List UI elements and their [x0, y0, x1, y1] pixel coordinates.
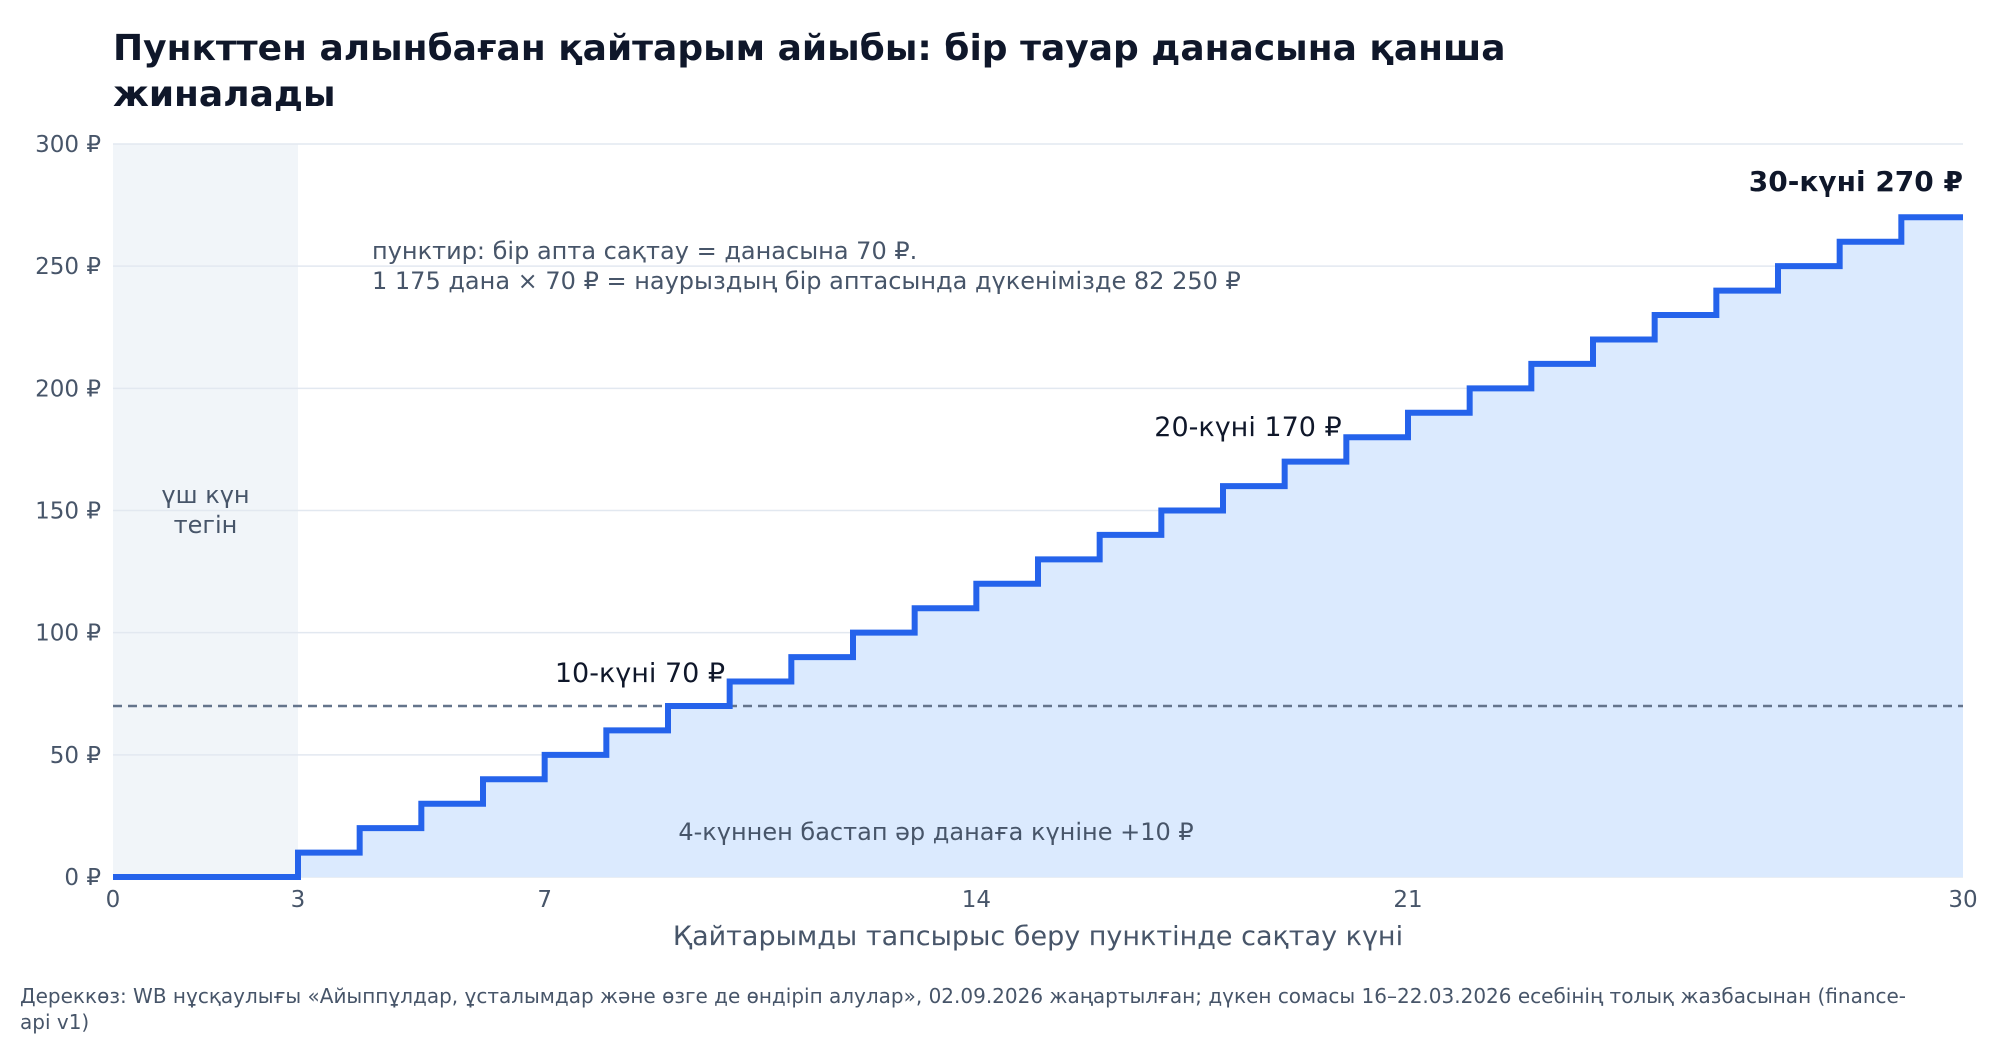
x-tick-label: 30	[1948, 887, 1977, 913]
x-tick-label: 0	[106, 887, 121, 913]
x-tick-label: 7	[537, 887, 552, 913]
series-area	[113, 217, 1963, 878]
x-tick-label: 14	[962, 887, 991, 913]
free-period-label: тегін	[174, 511, 238, 539]
y-tick-label: 100 ₽	[35, 621, 101, 647]
x-axis-label: Қайтарымды тапсырыс беру пунктінде сақта…	[673, 921, 1403, 952]
data-label: 30-күні 270 ₽	[1749, 165, 1963, 198]
y-tick-label: 150 ₽	[35, 499, 101, 525]
series-step-line	[113, 214, 1963, 880]
y-tick-label: 300 ₽	[35, 132, 101, 158]
chart-area: 0 ₽ 50 ₽ 100 ₽ 150 ₽ 200 ₽ 250 ₽ 300 ₽ 0 3 7 14 21 3…	[35, 132, 1978, 952]
y-tick-label: 50 ₽	[50, 743, 101, 769]
x-tick-label: 3	[291, 887, 306, 913]
x-tick-label: 21	[1393, 887, 1422, 913]
chart-title: Пункттен алынбаған қайтарым айыбы: бір т…	[113, 28, 1506, 115]
y-tick-label: 200 ₽	[35, 376, 101, 402]
data-label: 20-күні 170 ₽	[1154, 412, 1341, 443]
free-period-label: үш күн	[161, 481, 249, 509]
reference-note: 1 175 дана × 70 ₽ = наурыздың бір аптасы…	[372, 267, 1241, 295]
rate-note: 4-күннен бастап әр данаға күніне +10 ₽	[678, 818, 1193, 846]
y-tick-label: 250 ₽	[35, 254, 101, 280]
source-note: Дереккөз: WB нұсқаулығы «Айыппұлдар, ұст…	[20, 984, 1907, 1034]
reference-note: пунктир: бір апта сақтау = данасына 70 ₽…	[372, 237, 917, 265]
y-tick-label: 0 ₽	[64, 865, 101, 891]
data-label: 10-күні 70 ₽	[555, 658, 725, 689]
